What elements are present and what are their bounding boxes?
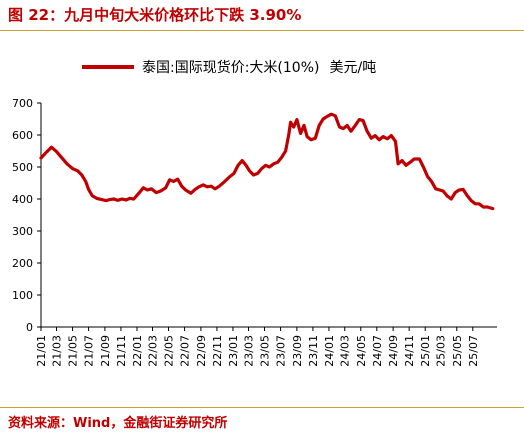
x-tick-label: 25/07	[467, 335, 480, 367]
y-tick-label: 200	[12, 257, 33, 270]
x-tick-label: 22/07	[179, 335, 192, 367]
x-tick-label: 25/05	[451, 335, 464, 367]
x-tick-label: 23/11	[307, 335, 320, 367]
x-tick-label: 24/01	[323, 335, 336, 367]
x-tick-label: 24/11	[403, 335, 416, 367]
x-axis: 21/01 21/03 21/05 21/07 21/09 21/11 22/01 22/03…	[35, 326, 497, 367]
x-tick-label: 23/01	[227, 335, 240, 367]
legend-series-name: 泰国:国际现货价:大米(10%)	[142, 60, 320, 76]
x-tick-label: 21/03	[51, 335, 64, 367]
legend-series-unit: 美元/吨	[329, 60, 377, 76]
x-tick-label: 22/05	[163, 335, 176, 367]
x-tick-label: 22/11	[211, 335, 224, 367]
x-tick-label: 25/01	[419, 335, 432, 367]
y-tick-label: 0	[26, 321, 33, 334]
x-tick-label: 23/07	[275, 335, 288, 367]
x-tick-label: 23/09	[291, 335, 304, 367]
y-tick-label: 100	[12, 289, 33, 302]
x-tick-label: 24/07	[371, 335, 384, 367]
x-tick-label: 24/09	[387, 335, 400, 367]
x-tick-label: 23/03	[242, 335, 255, 367]
x-tick-label: 23/05	[259, 335, 272, 367]
y-tick-label: 300	[12, 225, 33, 238]
x-tick-label: 25/03	[435, 335, 448, 367]
series-line	[39, 112, 495, 211]
y-axis: 0 100 200 300 400 500 600 700	[12, 97, 42, 334]
x-tick-label: 21/11	[115, 335, 128, 367]
x-tick-label: 22/03	[147, 335, 160, 367]
source-note: 资料来源：Wind，金融街证券研究所	[8, 416, 228, 431]
legend-swatch	[82, 65, 134, 69]
x-tick-label: 24/03	[339, 335, 352, 367]
title-rule	[0, 30, 524, 31]
x-tick-label: 21/07	[83, 335, 96, 367]
y-tick-label: 600	[12, 129, 33, 142]
x-tick-label: 24/05	[355, 335, 368, 367]
chart-legend: 泰国:国际现货价:大米(10%) 美元/吨	[82, 57, 376, 77]
y-tick-label: 500	[12, 161, 33, 174]
source-rule	[0, 407, 524, 408]
x-tick-label: 22/09	[195, 335, 208, 367]
x-tick-label: 22/01	[131, 335, 144, 367]
x-tick-label: 21/09	[99, 335, 112, 367]
plot-area	[39, 112, 495, 211]
figure-title: 图 22：九月中旬大米价格环比下跌 3.90%	[8, 6, 302, 24]
x-tick-label: 21/01	[35, 335, 48, 367]
x-tick-label: 21/05	[67, 335, 80, 367]
y-tick-label: 700	[12, 97, 33, 110]
y-tick-label: 400	[12, 193, 33, 206]
